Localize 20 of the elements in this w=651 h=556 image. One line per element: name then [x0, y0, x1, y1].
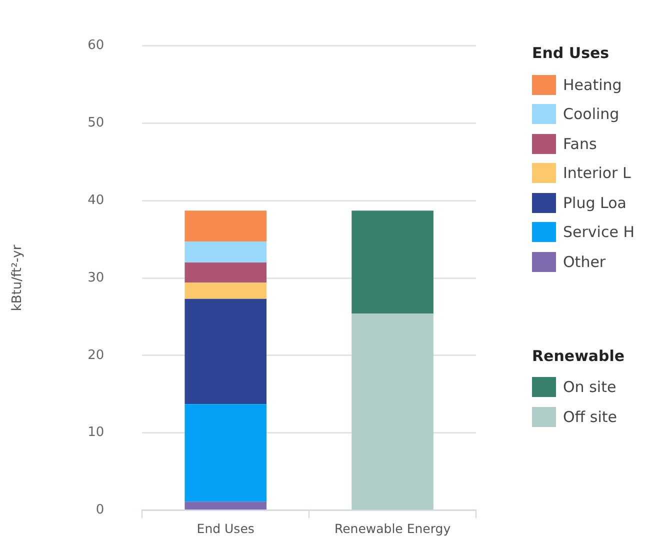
legend-label: Fans: [563, 134, 597, 153]
y-tick-label: 10: [88, 425, 104, 440]
y-tick-label: 50: [88, 116, 104, 131]
text: Renewable: [532, 346, 626, 364]
legend-label: On site: [563, 378, 616, 396]
legend-title: End Uses: [532, 44, 610, 62]
legend-label: Interior L: [563, 164, 631, 182]
y-axis-title: kBtu/ft²-yr: [10, 244, 26, 312]
y-tick-label: 0: [96, 502, 104, 518]
legend-label: Plug Loa: [563, 194, 626, 212]
legend-label: Off site: [563, 408, 618, 426]
x-tick-label: Renewable Energy: [334, 520, 452, 536]
y-tick-label: 40: [88, 192, 104, 208]
legend-label: Other: [563, 252, 606, 271]
legend-label: Heating: [563, 76, 622, 94]
y-tick-label: 60: [88, 38, 104, 54]
y-tick-label: 30: [88, 270, 104, 286]
legend-label: Cooling: [563, 105, 620, 124]
legend-label: Service H: [563, 223, 634, 242]
y-tick-label: 20: [88, 348, 104, 363]
